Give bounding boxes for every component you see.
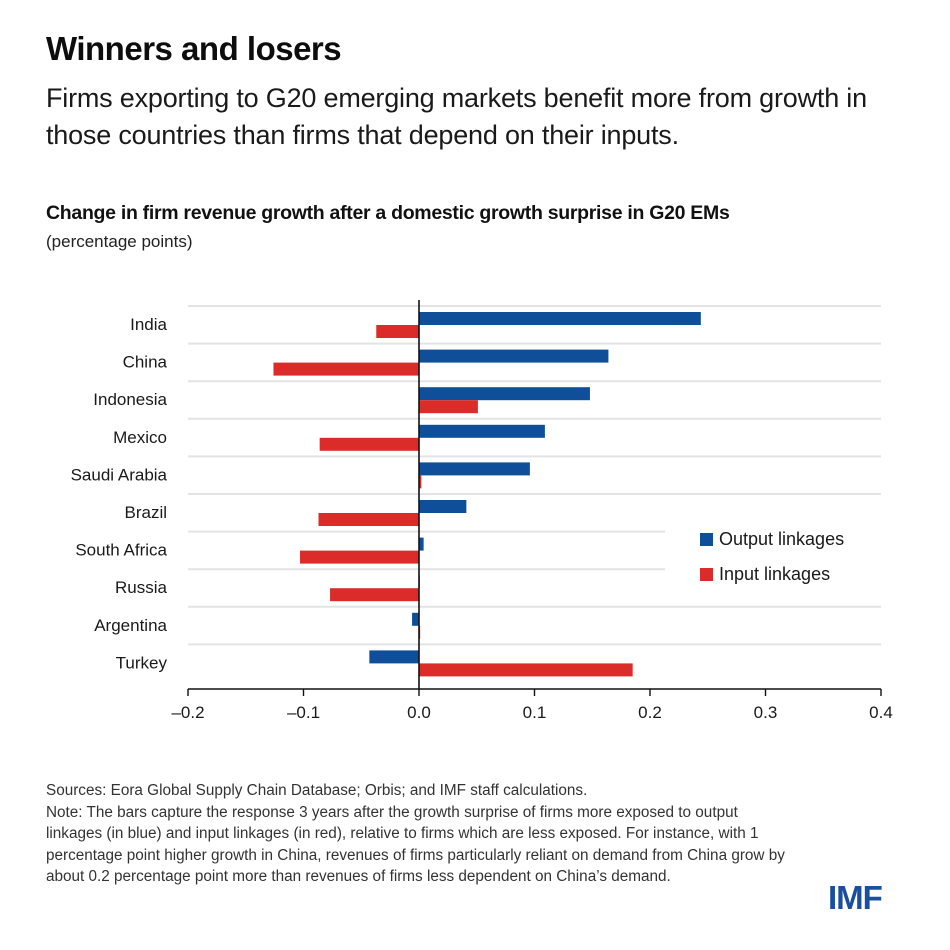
legend-label: Input linkages xyxy=(719,564,830,584)
category-label: Russia xyxy=(115,578,168,597)
gridlines xyxy=(188,305,881,646)
bar-output-linkages-mexico xyxy=(419,424,545,438)
category-label: Argentina xyxy=(94,616,167,635)
bar-input-linkages-indonesia xyxy=(419,400,478,414)
category-label: South Africa xyxy=(75,541,167,560)
bar-chart: India China Indonesia Mexico Saudi Arabia Bra… xyxy=(71,300,893,722)
category-label: Indonesia xyxy=(93,390,167,409)
imf-logo: IMF xyxy=(828,879,883,916)
category-label: Saudi Arabia xyxy=(71,465,168,484)
bar-output-linkages-south-africa xyxy=(419,537,424,551)
bar-output-linkages-argentina xyxy=(412,612,419,626)
bar-output-linkages-brazil xyxy=(419,500,467,513)
bar-output-linkages-china xyxy=(419,349,609,363)
bars xyxy=(273,312,701,677)
bar-output-linkages-indonesia xyxy=(419,387,590,401)
bar-input-linkages-russia xyxy=(330,588,419,602)
x-tick-label: 0.1 xyxy=(523,703,547,722)
x-axis: –0.2 –0.1 0.0 0.1 0.2 0.3 0.4 xyxy=(171,300,893,722)
bar-input-linkages-china xyxy=(273,362,419,376)
explanatory-note: Note: The bars capture the response 3 ye… xyxy=(46,803,785,886)
category-label: India xyxy=(130,315,167,334)
chart-title: Change in firm revenue growth after a do… xyxy=(46,202,730,224)
x-tick-label: 0.2 xyxy=(638,703,662,722)
x-tick-label: 0.3 xyxy=(754,703,778,722)
category-label: China xyxy=(123,353,168,372)
bar-output-linkages-saudi-arabia xyxy=(419,462,530,476)
legend-label: Output linkages xyxy=(719,529,844,549)
bar-input-linkages-mexico xyxy=(319,437,419,451)
bar-input-linkages-south-africa xyxy=(300,550,419,564)
bar-input-linkages-brazil xyxy=(318,513,419,526)
page-subtitle: Firms exporting to G20 emerging markets … xyxy=(46,83,867,150)
bar-output-linkages-india xyxy=(419,312,701,325)
chart-unit: (percentage points) xyxy=(46,232,193,251)
legend-swatch xyxy=(700,568,713,581)
bar-input-linkages-saudi-arabia xyxy=(419,475,422,489)
x-tick-label: –0.1 xyxy=(287,703,320,722)
x-tick-label: 0.0 xyxy=(407,703,431,722)
bar-input-linkages-india xyxy=(376,325,419,338)
category-label: Mexico xyxy=(113,428,167,447)
legend-swatch xyxy=(700,533,713,546)
category-label: Turkey xyxy=(116,653,168,672)
category-labels: India China Indonesia Mexico Saudi Arabia Bra… xyxy=(71,315,168,672)
x-tick-label: 0.4 xyxy=(869,703,893,722)
footnotes: Sources: Eora Global Supply Chain Databa… xyxy=(46,780,786,888)
x-tick-label: –0.2 xyxy=(171,703,204,722)
page-title: Winners and losers xyxy=(46,30,342,67)
bar-output-linkages-turkey xyxy=(369,650,419,664)
bar-input-linkages-turkey xyxy=(419,663,633,677)
category-label: Brazil xyxy=(124,503,167,522)
sources-note: Sources: Eora Global Supply Chain Databa… xyxy=(46,782,588,799)
legend: Output linkages Input linkages xyxy=(700,529,844,584)
